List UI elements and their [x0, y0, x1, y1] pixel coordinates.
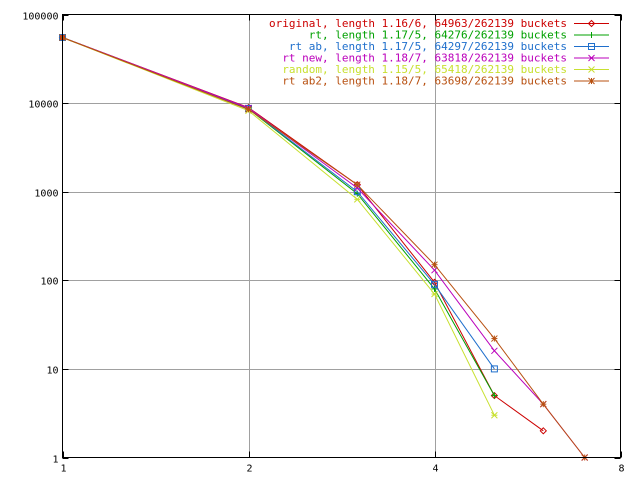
legend-label: original, length 1.16/6, 64963/262139 bu…	[269, 17, 567, 30]
x-tick-label: 2	[246, 464, 252, 475]
legend-entry: rt, length 1.17/5, 64276/262139 buckets	[309, 29, 609, 42]
legend-marker	[588, 77, 595, 85]
grid	[62, 14, 621, 458]
series-line	[62, 37, 586, 458]
legend-marker	[588, 66, 595, 73]
plot-frame	[62, 14, 621, 458]
data-point	[491, 392, 498, 399]
data-point	[245, 105, 252, 113]
axis-ticks: 1 2 4 8 1 10 100 1000 10000 100000	[22, 12, 624, 475]
legend-label: rt, length 1.17/5, 64276/262139 buckets	[309, 29, 567, 42]
data-point	[431, 266, 438, 274]
series-line	[62, 37, 544, 432]
data-point	[539, 427, 548, 435]
legend-label: rt new, length 1.18/7, 63818/262139 buck…	[282, 52, 567, 65]
legend-marker	[587, 19, 596, 28]
legend-entry: rt ab2, length 1.18/7, 63698/262139 buck…	[282, 75, 609, 88]
series-4	[59, 34, 589, 461]
data-point	[491, 347, 498, 355]
legend-marker	[588, 43, 595, 50]
y-tick-label: 1	[52, 455, 58, 466]
legend-label: random, length 1.15/5, 65418/262139 buck…	[282, 63, 567, 76]
legend-marker	[588, 54, 595, 62]
data-point	[431, 261, 438, 269]
legend-label: rt ab, length 1.17/5, 64297/262139 bucke…	[289, 40, 567, 53]
y-tick-label: 1000	[34, 189, 58, 200]
series-1	[58, 33, 548, 435]
y-tick-label: 100000	[22, 12, 58, 23]
series-6	[59, 34, 589, 461]
data-point	[353, 181, 361, 189]
data-point	[353, 195, 361, 203]
series-line	[62, 37, 495, 416]
y-tick-label: 10000	[28, 100, 58, 111]
x-tick-label: 1	[60, 464, 66, 475]
series-lines	[58, 33, 589, 461]
legend-entry: rt new, length 1.18/7, 63818/262139 buck…	[282, 52, 609, 65]
data-point	[491, 411, 498, 419]
legend-label: rt ab2, length 1.18/7, 63698/262139 buck…	[282, 75, 567, 88]
series-line	[62, 37, 586, 458]
legend-marker	[588, 32, 595, 38]
y-tick-label: 10	[46, 366, 58, 377]
series-2	[59, 34, 498, 399]
data-point	[490, 365, 498, 373]
legend: original, length 1.16/6, 64963/262139 bu…	[269, 17, 609, 88]
data-point	[491, 335, 498, 342]
series-line	[62, 37, 495, 396]
x-tick-label: 4	[432, 464, 438, 475]
legend-entry: rt ab, length 1.17/5, 64297/262139 bucke…	[289, 40, 609, 53]
data-point	[431, 290, 438, 298]
data-point	[431, 280, 438, 288]
y-tick-label: 100	[40, 277, 58, 288]
legend-entry: random, length 1.15/5, 65418/262139 buck…	[282, 63, 609, 76]
x-tick-label: 8	[618, 464, 624, 475]
legend-entry: original, length 1.16/6, 64963/262139 bu…	[269, 17, 609, 30]
data-point	[539, 400, 547, 408]
series-5	[59, 34, 498, 419]
